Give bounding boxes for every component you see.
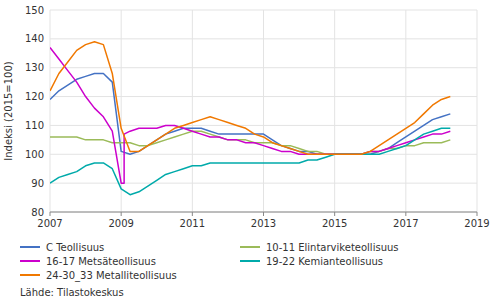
x-tick-label: 2013 [251, 218, 276, 229]
y-tick-label: 130 [25, 62, 44, 73]
x-tick-label: 2011 [180, 218, 205, 229]
grid-line-y [50, 212, 477, 213]
source-note: Lähde: Tilastokeskus [20, 287, 124, 298]
x-tick-label: 2017 [393, 218, 418, 229]
x-tick [121, 212, 122, 216]
x-tick-label: 2015 [322, 218, 347, 229]
x-tick [192, 212, 193, 216]
x-tick [334, 212, 335, 216]
series-lines [50, 42, 450, 195]
grid-line-x [263, 10, 264, 212]
y-tick-label: 110 [25, 120, 44, 131]
grid [50, 10, 477, 212]
axes: 80 90 100 110 120 130 140 150 2007 2009 2011 2013 20… [25, 5, 490, 230]
x-tick [477, 212, 478, 216]
grid-line-x [50, 10, 51, 212]
legend-swatch [20, 260, 40, 262]
x-axis-line [50, 212, 477, 213]
x-tick-label: 2019 [464, 218, 489, 229]
legend: C Teollisuus 10-11 Elintarviketeollisuus 1… [20, 242, 399, 282]
legend-swatch [240, 246, 260, 248]
legend-swatch [20, 274, 40, 276]
x-tick-label: 2009 [108, 218, 133, 229]
y-tick-label: 80 [31, 207, 44, 218]
x-tick-label: 2007 [37, 218, 62, 229]
x-tick [263, 212, 264, 216]
legend-label: C Teollisuus [46, 242, 104, 253]
legend-swatch [240, 260, 260, 262]
y-axis-label: Indeksi (2015=100) [3, 61, 14, 161]
legend-label: 10-11 Elintarviketeollisuus [266, 242, 399, 253]
y-tick-label: 140 [25, 33, 44, 44]
grid-line-x [405, 10, 406, 212]
grid-line-x [477, 10, 478, 212]
legend-label: 24-30_33 Metalliteollisuus [46, 270, 177, 282]
grid-line-x [334, 10, 335, 212]
x-tick [405, 212, 406, 216]
grid-line-x [192, 10, 193, 212]
y-tick-label: 100 [25, 149, 44, 160]
series-line [50, 42, 450, 155]
chart: 80 90 100 110 120 130 140 150 2007 2009 2011 2013 20… [0, 0, 493, 304]
x-tick [50, 212, 51, 216]
y-tick-label: 90 [31, 178, 44, 189]
y-tick-label: 150 [25, 5, 44, 16]
legend-label: 16-17 Metsäteollisuus [46, 256, 156, 267]
legend-label: 19-22 Kemianteollisuus [266, 256, 383, 267]
y-tick-label: 120 [25, 91, 44, 102]
legend-swatch [20, 246, 40, 248]
